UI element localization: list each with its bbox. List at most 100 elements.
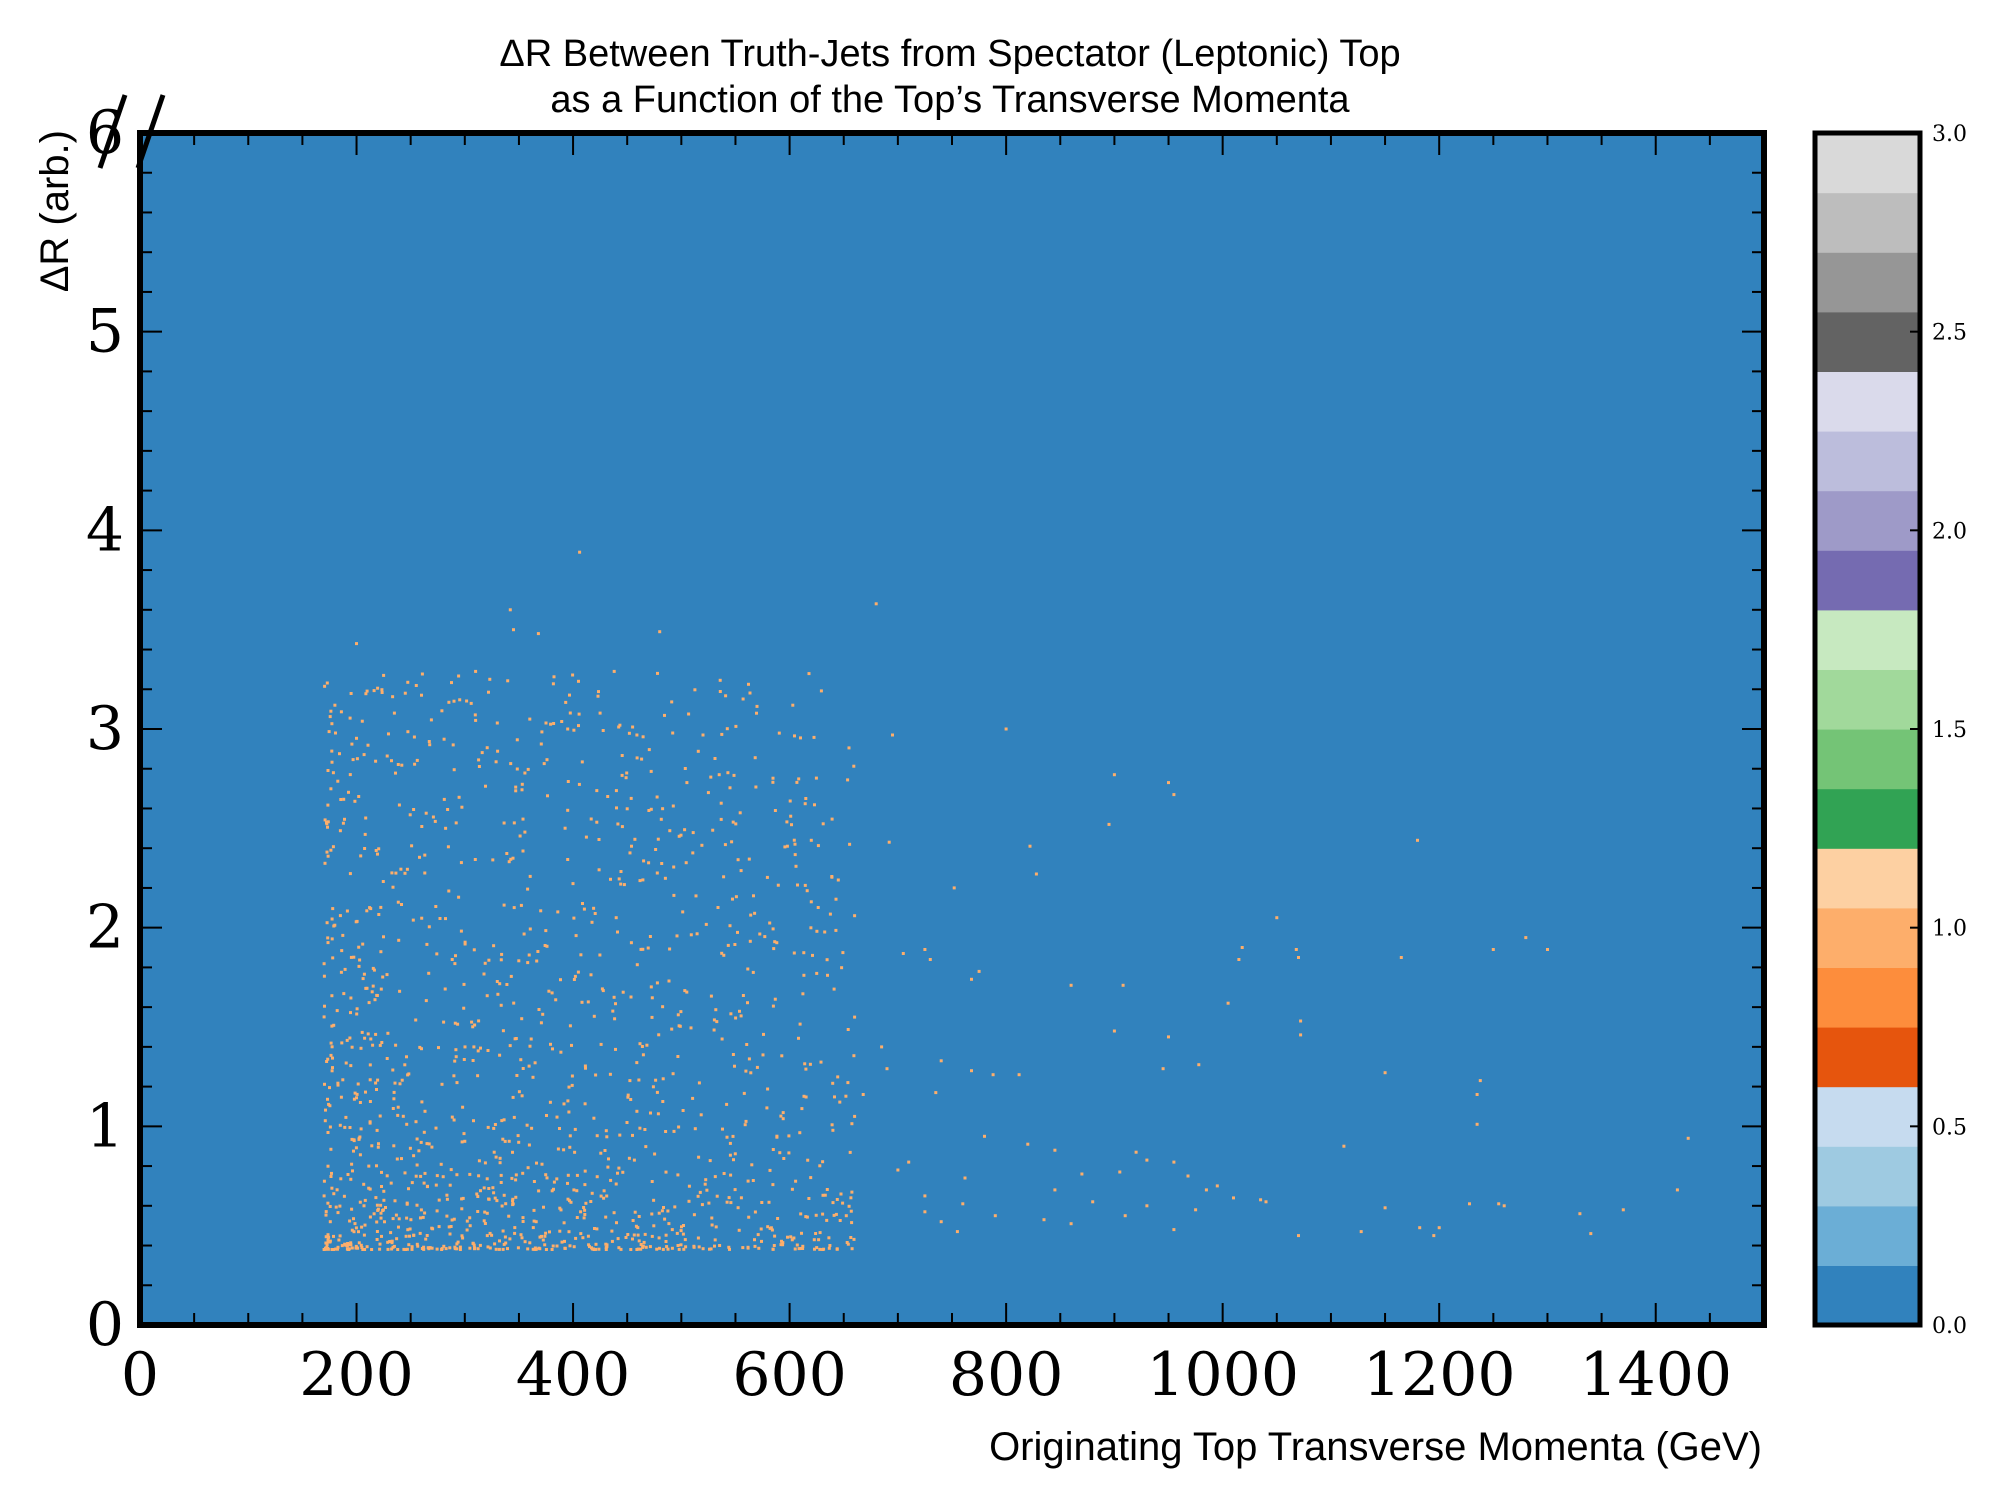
scatter-point (773, 940, 777, 944)
scatter-point (768, 921, 772, 925)
scatter-point (614, 1182, 618, 1186)
scatter-point (616, 822, 620, 826)
scatter-point (584, 835, 588, 839)
scatter-point (427, 925, 431, 929)
scatter-point (437, 1225, 441, 1229)
scatter-point (326, 854, 330, 858)
scatter-point (327, 730, 331, 734)
scatter-point (768, 1168, 772, 1172)
scatter-point (655, 871, 659, 875)
scatter-point (827, 1236, 831, 1240)
scatter-point (515, 1074, 519, 1077)
scatter-point (753, 911, 757, 915)
colorbar-segment (1815, 252, 1920, 313)
scatter-point (407, 1072, 411, 1076)
scatter-point (331, 771, 335, 775)
scatter-point (582, 1206, 586, 1209)
scatter-point (828, 912, 832, 916)
chart-title-line2: as a Function of the Top’s Transverse Mo… (550, 79, 1350, 121)
scatter-point (368, 906, 372, 910)
scatter-point (514, 785, 518, 789)
scatter-point (831, 1128, 835, 1132)
scatter-point (755, 704, 759, 708)
scatter-point (730, 840, 734, 844)
scatter-point (483, 961, 487, 965)
scatter-point (542, 762, 546, 766)
scatter-point (746, 1001, 749, 1005)
scatter-point (358, 1101, 362, 1104)
scatter-point (741, 697, 745, 701)
scatter-point (671, 804, 675, 808)
scatter-point (552, 722, 556, 725)
scatter-point (457, 795, 461, 799)
y-tick-label: 5 (86, 297, 124, 367)
scatter-point (1028, 844, 1032, 848)
scatter-point (631, 1133, 634, 1137)
colorbar-segment (1815, 1265, 1920, 1326)
x-tick-label: 0 (121, 1340, 159, 1410)
scatter-point (509, 974, 513, 978)
scatter-point (492, 1191, 496, 1195)
scatter-point (572, 1188, 576, 1192)
scatter-point (847, 1204, 851, 1208)
scatter-point (477, 1174, 481, 1178)
scatter-point (588, 1245, 591, 1249)
scatter-point (336, 1083, 340, 1087)
scatter-point (376, 1145, 380, 1149)
scatter-point (362, 753, 366, 757)
scatter-point (729, 1012, 733, 1016)
scatter-point (618, 1133, 622, 1137)
scatter-point (629, 995, 633, 999)
scatter-point (786, 1235, 789, 1239)
scatter-point (397, 938, 401, 942)
scatter-point (403, 1171, 407, 1175)
scatter-point (381, 975, 385, 979)
scatter-point (460, 1234, 464, 1238)
scatter-point (836, 1075, 840, 1079)
scatter-point (330, 1171, 333, 1175)
scatter-point (418, 1045, 422, 1049)
scatter-point (649, 985, 653, 989)
scatter-point (577, 679, 580, 683)
scatter-point (488, 677, 492, 681)
scatter-point (785, 844, 789, 848)
scatter-point (658, 630, 662, 634)
scatter-point (405, 1216, 409, 1220)
scatter-point (1416, 838, 1419, 842)
scatter-point (458, 1248, 462, 1251)
scatter-point (629, 1098, 633, 1101)
scatter-point (388, 1240, 392, 1243)
scatter-point (526, 1166, 530, 1170)
scatter-point (562, 1221, 566, 1225)
scatter-point (330, 760, 334, 764)
scatter-point (552, 1180, 556, 1184)
scatter-point (644, 1245, 648, 1249)
scatter-point (475, 1192, 479, 1196)
scatter-point (496, 992, 500, 996)
scatter-point (1294, 948, 1298, 951)
scatter-point (661, 1005, 665, 1009)
scatter-point (525, 1123, 529, 1127)
y-tick-label: 2 (86, 893, 124, 963)
scatter-point (714, 1225, 718, 1229)
scatter-point (1186, 1174, 1190, 1178)
scatter-point (815, 971, 819, 975)
scatter-point (1497, 1202, 1501, 1206)
scatter-point (780, 1054, 784, 1058)
scatter-point (758, 932, 762, 936)
scatter-point (446, 845, 450, 849)
scatter-point (415, 1163, 419, 1167)
scatter-point (403, 1063, 407, 1067)
scatter-point (569, 1200, 573, 1204)
scatter-point (355, 642, 358, 646)
scatter-point (500, 1204, 504, 1208)
scatter-point (360, 1030, 364, 1034)
scatter-point (683, 1238, 687, 1242)
scatter-point (772, 1244, 776, 1247)
scatter-point (389, 1231, 393, 1235)
scatter-point (437, 1046, 440, 1050)
scatter-point (338, 914, 342, 918)
scatter-point (380, 1234, 383, 1238)
scatter-point (358, 1200, 362, 1204)
scatter-point (386, 1247, 390, 1251)
